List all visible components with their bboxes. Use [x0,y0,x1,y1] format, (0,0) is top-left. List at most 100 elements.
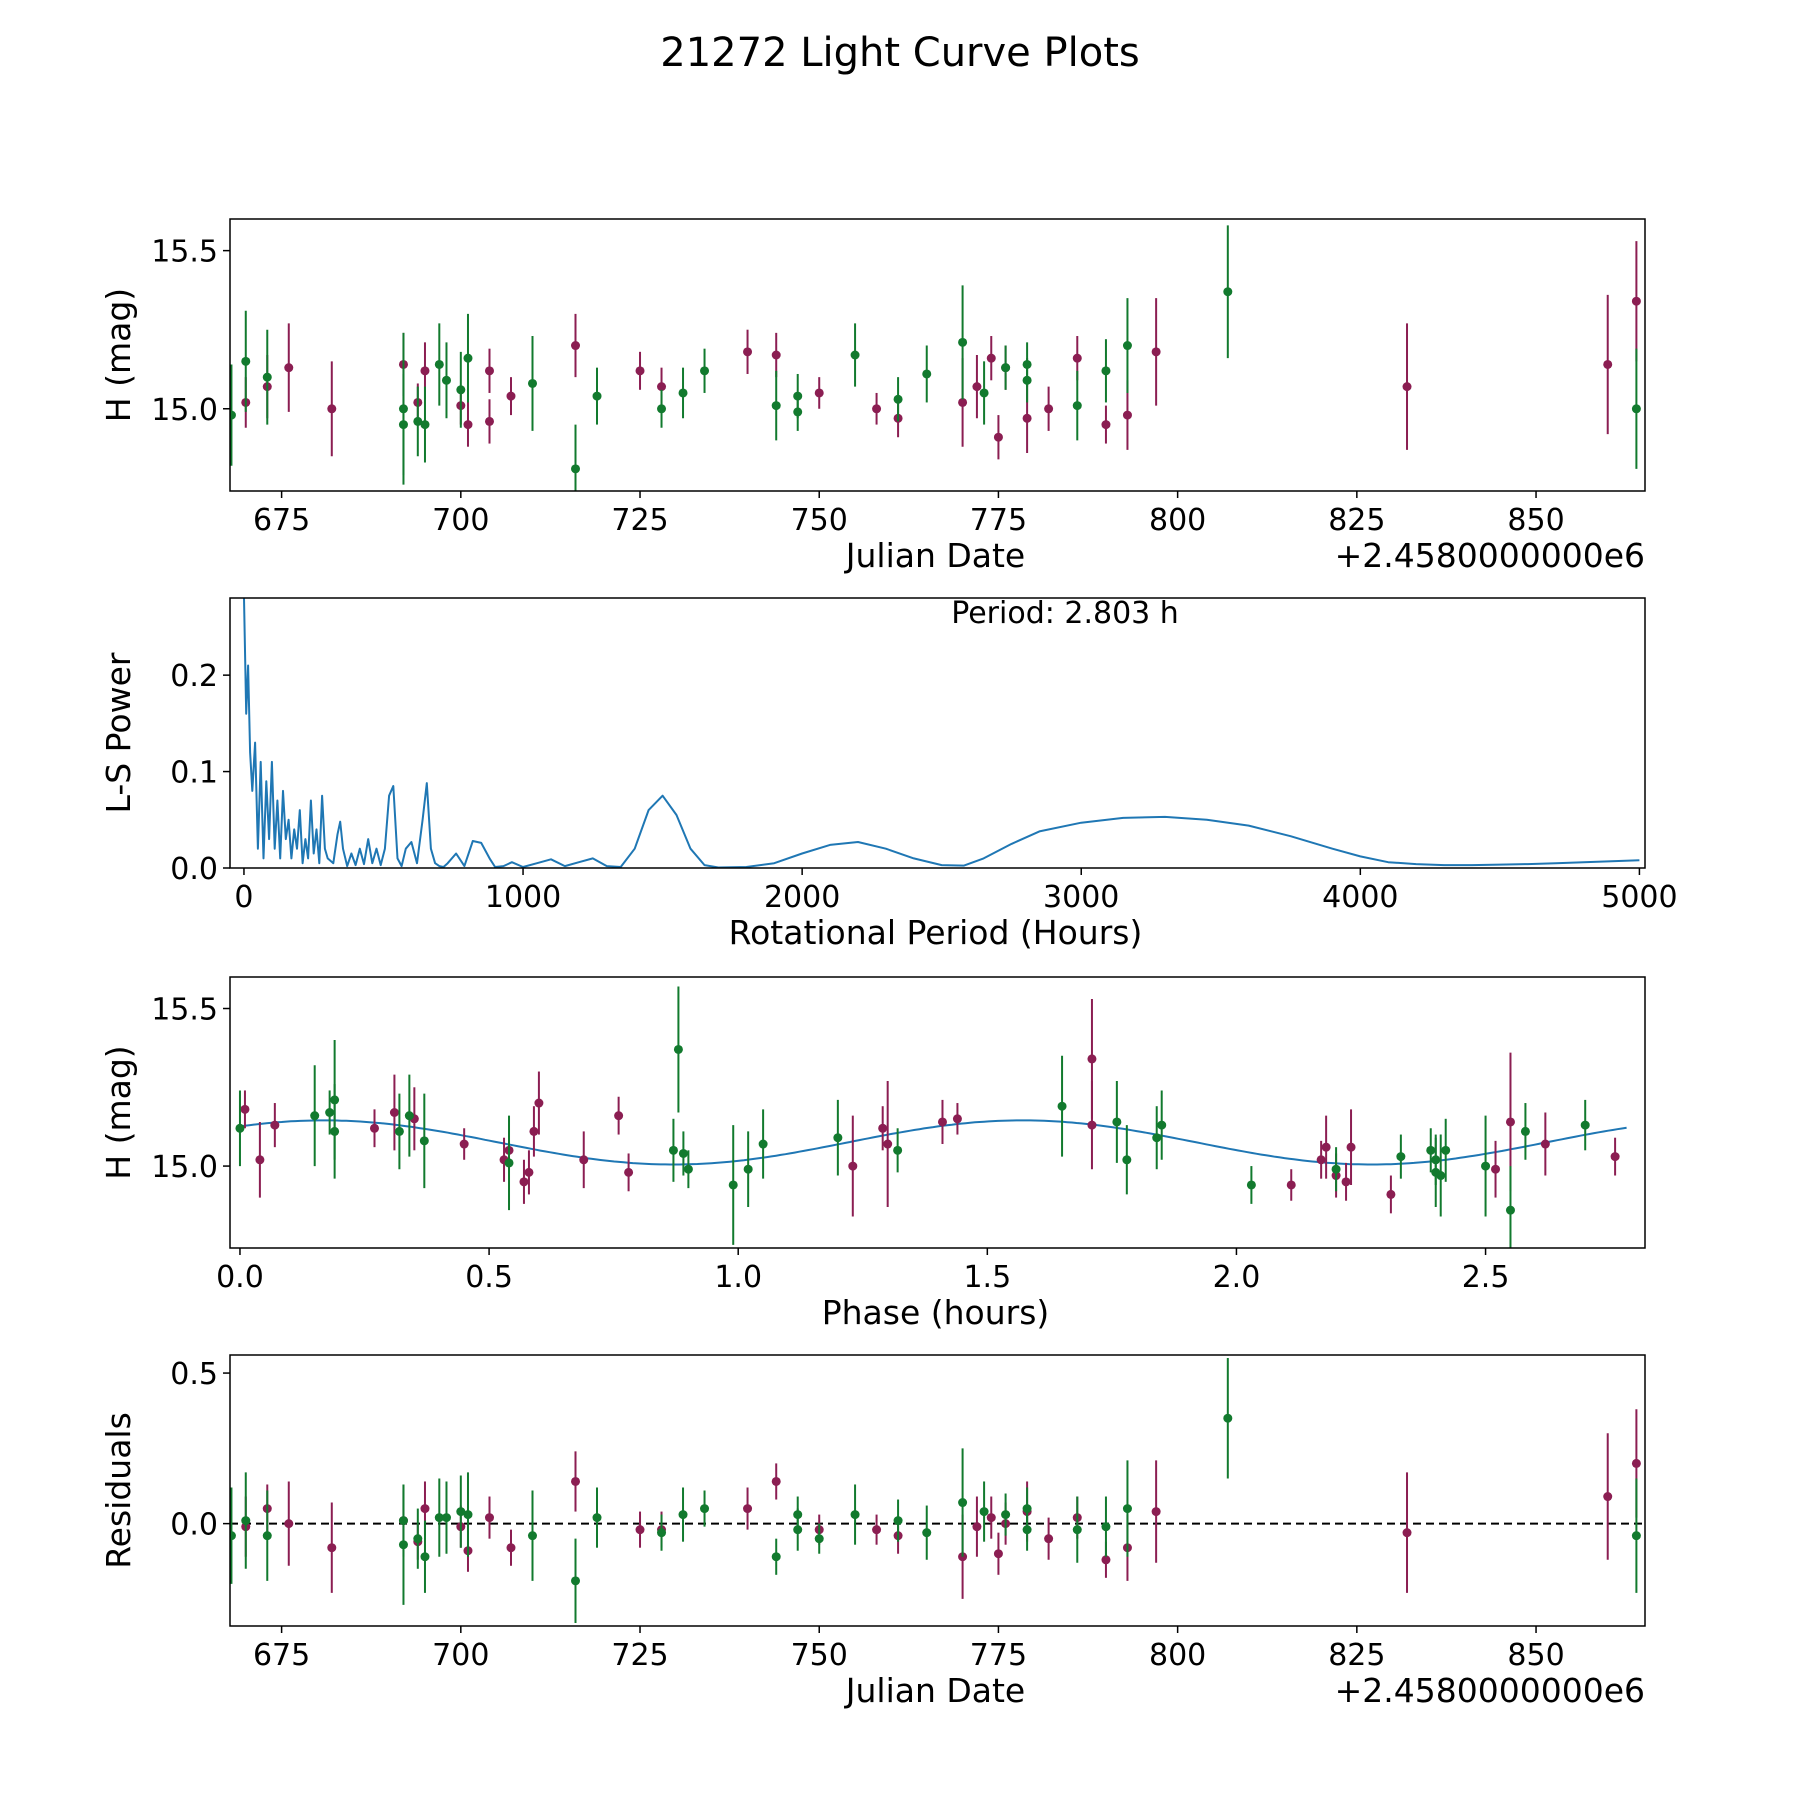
residuals-filter-1-point [986,1513,996,1523]
residuals-filter-1-point [1151,1507,1161,1517]
phased-filter-1-point [1346,1142,1356,1152]
lightcurve-xtick-label: 825 [1328,503,1385,538]
figure-title: 21272 Light Curve Plots [660,30,1139,76]
lightcurve-filter-1-point [506,391,516,401]
residuals-filter-1-point [972,1522,982,1532]
phased-filter-1-point [1087,1120,1097,1130]
phased-filter-2-point [504,1158,514,1168]
phased-xlabel: Phase (hours) [822,1293,1050,1332]
residuals-xtick-label: 850 [1507,1638,1564,1673]
residuals-filter-2-point [527,1531,537,1541]
lightcurve-filter-1-point [657,382,667,392]
residuals-filter-2-point [771,1552,781,1562]
residuals-x-offset-label: +2.4580000000e6 [1335,1671,1645,1710]
residuals-filter-1-point [771,1476,781,1486]
lightcurve-filter-1-point [1603,359,1613,369]
residuals-filter-2-point [230,1531,236,1541]
lightcurve-filter-1-point [814,388,824,398]
residuals-xlabel: Julian Date [844,1671,1026,1710]
residuals-filter-2-point [958,1498,968,1508]
lightcurve-filter-2-point [771,401,781,411]
phased-xtick-label: 2.5 [1462,1260,1510,1295]
lightcurve-filter-1-point [484,366,494,376]
residuals-filter-1-point [327,1543,337,1553]
residuals-filter-2-point [1001,1510,1011,1520]
panel-phased: 0.0 0.5 1.0 1.5 2.0 2.5 15.0 15.5 Phase (hours) H… [99,976,1646,1332]
residuals-xtick-label: 675 [253,1638,310,1673]
lightcurve-filter-2-point [678,388,688,398]
phased-filter-1-point [240,1104,250,1114]
lightcurve-filter-1-point [484,416,494,426]
lightcurve-filter-1-point [463,420,473,430]
residuals-filter-1-point [284,1519,294,1529]
phased-filter-1-point [848,1161,858,1171]
lightcurve-filter-1-point [1151,347,1161,357]
lightcurve-filter-2-point [456,385,466,395]
residuals-filter-2-point [850,1510,860,1520]
lightcurve-filter-1-point [993,432,1003,442]
lightcurve-filter-2-point [463,353,473,363]
residuals-filter-2-point [262,1531,272,1541]
lightcurve-filter-1-point [635,366,645,376]
residuals-filter-1-point [993,1549,1003,1559]
phased-filter-2-point [673,1044,683,1054]
lightcurve-filter-2-point [850,350,860,360]
phased-filter-2-point [1505,1205,1515,1215]
lightcurve-plot-area [230,225,1641,491]
phased-filter-2-point [419,1136,429,1146]
phased-filter-1-point [1087,1054,1097,1064]
phased-filter-1-point [534,1098,544,1108]
lightcurve-filter-2-point [1001,363,1011,373]
residuals-filter-2-point [814,1534,824,1544]
phased-plot-area [235,986,1627,1248]
residuals-filter-1-point [1044,1534,1054,1544]
phased-filter-1-point [459,1139,469,1149]
phased-filter-1-point [1505,1117,1515,1127]
lightcurve-filter-2-point [793,407,803,417]
lightcurve-filter-2-point [1072,401,1082,411]
lightcurve-xtick-label: 725 [611,503,668,538]
lightcurve-filter-2-point [922,369,932,379]
phased-filter-2-point [743,1164,753,1174]
residuals-filter-1-point [1603,1492,1613,1502]
periodogram-ytick-label: 0.1 [170,756,218,791]
phased-filter-1-point [614,1111,624,1121]
phased-ylabel: H (mag) [99,1045,138,1179]
phased-filter-1-point [529,1126,539,1136]
residuals-filter-2-point [441,1513,451,1523]
lightcurve-ytick-label: 15.5 [151,235,218,270]
phased-filter-2-point [1246,1180,1256,1190]
lightcurve-filter-2-point [571,464,581,474]
phased-filter-1-point [519,1177,529,1187]
residuals-filter-2-point [700,1504,710,1514]
residuals-filter-1-point [872,1525,882,1535]
lightcurve-filter-2-point [1022,375,1032,385]
lightcurve-filter-2-point [700,366,710,376]
residuals-xtick-label: 750 [791,1638,848,1673]
residuals-ylabel: Residuals [99,1412,138,1569]
periodogram-ytick-label: 0.0 [170,852,218,887]
residuals-xtick-label: 825 [1328,1638,1385,1673]
phased-filter-2-point [1520,1126,1530,1136]
phased-filter-2-point [1152,1133,1162,1143]
lightcurve-ytick-label: 15.0 [151,393,218,428]
periodogram-ytick-label: 0.2 [170,659,218,694]
lightcurve-filter-1-point [872,404,882,414]
phased-model-curve [239,1119,1627,1166]
residuals-axes-frame [229,1354,1646,1627]
lightcurve-filter-2-point [527,378,537,388]
phased-filter-2-point [683,1164,693,1174]
lightcurve-filter-1-point [327,404,337,414]
phased-filter-2-point [1112,1117,1122,1127]
residuals-filter-2-point [434,1513,444,1523]
residuals-filter-2-point [592,1513,602,1523]
lightcurve-filter-2-point [592,391,602,401]
phased-xtick-label: 2.0 [1213,1260,1261,1295]
phased-filter-1-point [1540,1139,1550,1149]
residuals-xtick-label: 775 [970,1638,1027,1673]
lightcurve-axes-frame [229,218,1646,492]
phased-filter-2-point [404,1111,414,1121]
lightcurve-filter-2-point [441,375,451,385]
phased-filter-2-point [1481,1161,1491,1171]
residuals-filter-2-point [1101,1522,1111,1532]
